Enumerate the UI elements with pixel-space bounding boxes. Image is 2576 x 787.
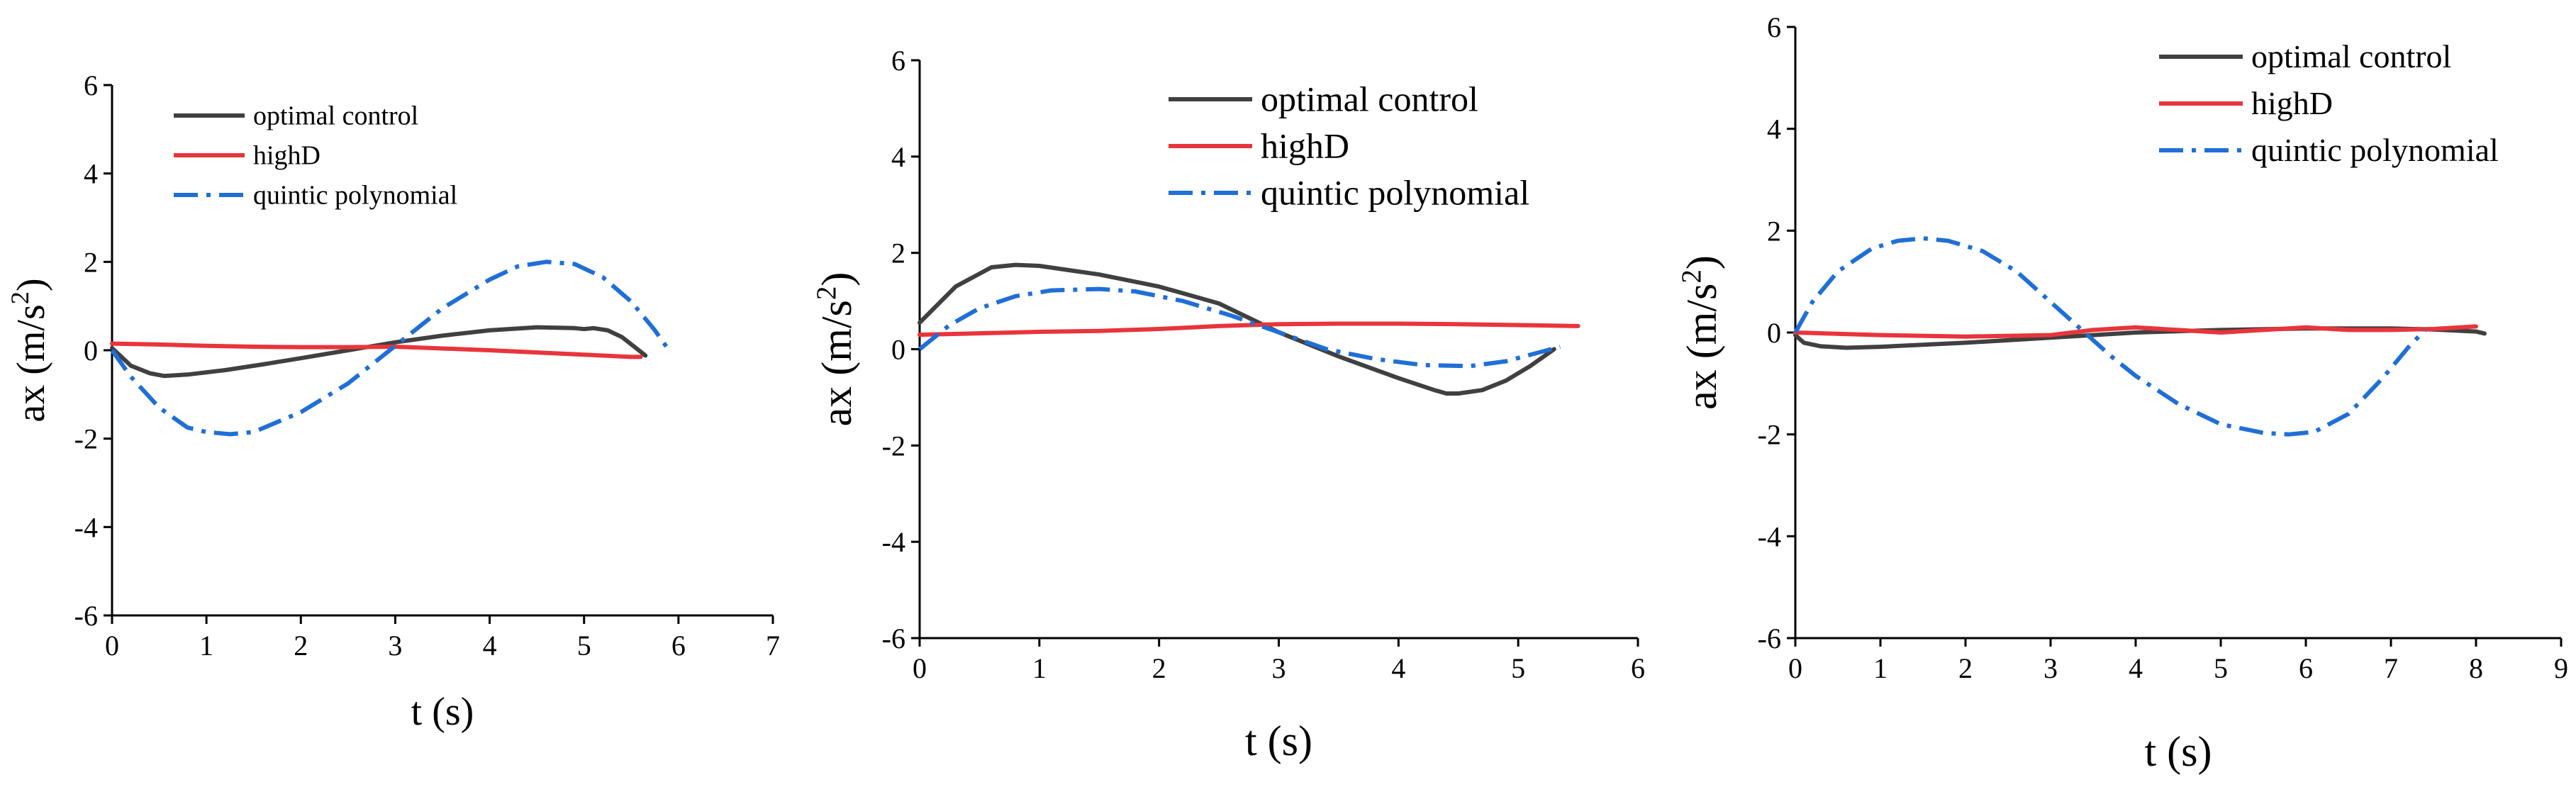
y-tick-label: 4 bbox=[891, 141, 905, 173]
legend-label: quintic polynomial bbox=[253, 181, 457, 211]
y-axis-title-main: ax (m/s bbox=[813, 300, 860, 426]
y-tick-label: 2 bbox=[1767, 215, 1781, 247]
x-axis-title: t (s) bbox=[2145, 728, 2212, 775]
y-tick-label: 4 bbox=[84, 158, 98, 190]
legend-label: highD bbox=[1261, 126, 1349, 166]
x-tick-label: 5 bbox=[1511, 652, 1525, 684]
legend: optimal control highD quintic polynomial bbox=[2159, 38, 2499, 168]
x-tick-label: 2 bbox=[1152, 652, 1166, 684]
legend-label: quintic polynomial bbox=[2251, 132, 2499, 168]
series-line-highd bbox=[110, 341, 643, 359]
x-tick-label: 4 bbox=[1391, 652, 1405, 684]
y-tick-label: -6 bbox=[882, 623, 905, 654]
series-line-quintic-polynomial bbox=[1793, 236, 2427, 437]
x-tick-label: 1 bbox=[1032, 652, 1047, 684]
y-axis-title-close: ) bbox=[1678, 255, 1725, 269]
x-tick-label: 1 bbox=[199, 630, 213, 662]
series-line-optimal-control bbox=[110, 325, 648, 379]
y-tick-label: 0 bbox=[891, 334, 905, 366]
y-axis-title-sup: 2 bbox=[811, 286, 842, 301]
legend-label: optimal control bbox=[1261, 79, 1478, 119]
legend-label: quintic polynomial bbox=[1261, 173, 1529, 213]
x-tick-label: 0 bbox=[1788, 652, 1802, 684]
y-tick-label: 6 bbox=[1767, 11, 1781, 43]
x-tick-label: 0 bbox=[913, 652, 927, 684]
series-line-quintic-polynomial bbox=[110, 259, 671, 437]
y-tick-label: -2 bbox=[882, 430, 905, 462]
y-axis-title-sup: 2 bbox=[1676, 269, 1707, 284]
y-axis-title-close: ) bbox=[813, 272, 860, 286]
y-tick-label: -6 bbox=[74, 600, 98, 632]
legend-label: optimal control bbox=[2251, 38, 2451, 74]
legend: optimal control highD quintic polynomial bbox=[174, 101, 457, 211]
series-line-highd bbox=[1793, 324, 2478, 339]
x-tick-label: 3 bbox=[2043, 652, 2058, 684]
x-tick-label: 4 bbox=[483, 630, 497, 662]
y-tick-label: -4 bbox=[74, 511, 98, 543]
x-axis-title: t (s) bbox=[411, 690, 474, 734]
y-axis-title-main: ax (m/s bbox=[9, 304, 53, 422]
y-axis-title-main: ax (m/s bbox=[1678, 284, 1725, 410]
y-tick-label: 6 bbox=[891, 45, 905, 77]
y-tick-label: -2 bbox=[1758, 419, 1781, 451]
y-tick-label: -4 bbox=[882, 526, 905, 558]
y-tick-label: -4 bbox=[1758, 520, 1781, 552]
y-tick-label: 2 bbox=[891, 238, 905, 269]
series-line-highd bbox=[918, 321, 1580, 337]
x-tick-label: 6 bbox=[671, 630, 686, 662]
x-axis-title: t (s) bbox=[1245, 718, 1312, 764]
x-tick-label: 5 bbox=[577, 630, 591, 662]
x-tick-label: 2 bbox=[294, 630, 308, 662]
x-tick-label: 0 bbox=[105, 630, 119, 662]
y-tick-label: 4 bbox=[1767, 113, 1781, 145]
legend: optimal control highD quintic polynomial bbox=[1169, 79, 1529, 213]
legend-label: highD bbox=[2251, 85, 2333, 121]
x-tick-label: 5 bbox=[2214, 652, 2228, 684]
y-tick-label: 2 bbox=[84, 246, 98, 278]
x-tick-label: 2 bbox=[1958, 652, 1973, 684]
series-line-quintic-polynomial bbox=[918, 286, 1561, 369]
y-axis-title-sup: 2 bbox=[6, 291, 34, 304]
y-axis-title: ax (m/s2) bbox=[1676, 255, 1725, 410]
x-tick-label: 1 bbox=[1873, 652, 1888, 684]
y-axis-title: ax (m/s2) bbox=[811, 272, 860, 427]
legend-label: highD bbox=[253, 141, 320, 171]
y-axis-title-close: ) bbox=[9, 278, 53, 291]
y-axis-title: ax (m/s2) bbox=[6, 278, 53, 422]
x-tick-label: 6 bbox=[2299, 652, 2313, 684]
x-tick-label: 7 bbox=[2384, 652, 2398, 684]
y-tick-label: 0 bbox=[84, 335, 98, 367]
x-tick-label: 3 bbox=[1272, 652, 1286, 684]
x-tick-label: 6 bbox=[1631, 652, 1645, 684]
y-tick-label: 0 bbox=[1767, 317, 1781, 349]
x-tick-label: 9 bbox=[2554, 652, 2568, 684]
x-tick-label: 7 bbox=[766, 630, 780, 662]
x-tick-label: 8 bbox=[2469, 652, 2483, 684]
x-tick-label: 4 bbox=[2129, 652, 2143, 684]
legend-label: optimal control bbox=[253, 101, 418, 131]
x-tick-label: 3 bbox=[388, 630, 402, 662]
y-tick-label: -6 bbox=[1758, 623, 1781, 654]
y-tick-label: 6 bbox=[84, 69, 98, 101]
y-tick-label: -2 bbox=[74, 423, 98, 455]
series-line-optimal-control bbox=[918, 262, 1556, 396]
